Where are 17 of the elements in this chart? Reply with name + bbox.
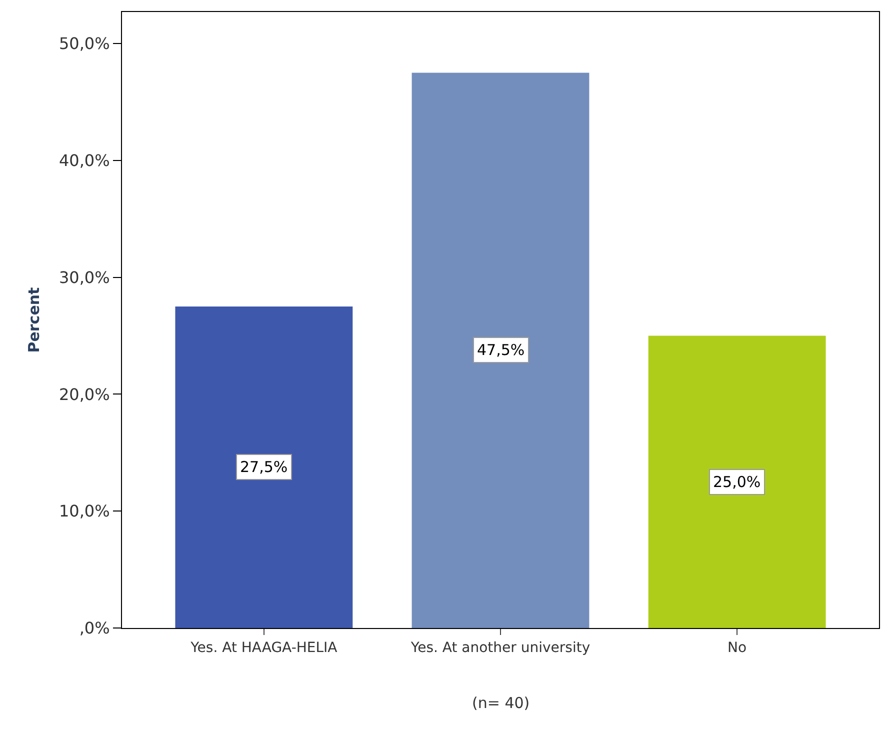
- bar: [648, 336, 826, 628]
- data-label: 47,5%: [477, 341, 525, 359]
- y-tick-label: ,0%: [79, 618, 110, 638]
- x-tick-label: Yes. At another university: [410, 640, 590, 656]
- y-tick-label: 50,0%: [58, 34, 110, 54]
- data-label: 27,5%: [240, 458, 288, 476]
- y-axis-title: Percent: [25, 287, 44, 353]
- y-tick-label: 20,0%: [58, 384, 110, 404]
- bar: [175, 306, 353, 628]
- bar: [412, 72, 590, 628]
- y-tick-label: 40,0%: [58, 151, 110, 170]
- data-label: 25,0%: [713, 473, 761, 491]
- x-tick-label: No: [728, 640, 747, 656]
- text: (n= 40): [472, 694, 530, 712]
- y-tick-label: 30,0%: [58, 268, 110, 287]
- y-tick-label: 10,0%: [58, 502, 110, 521]
- x-tick-label: Yes. At HAAGA-HELIA: [190, 640, 338, 656]
